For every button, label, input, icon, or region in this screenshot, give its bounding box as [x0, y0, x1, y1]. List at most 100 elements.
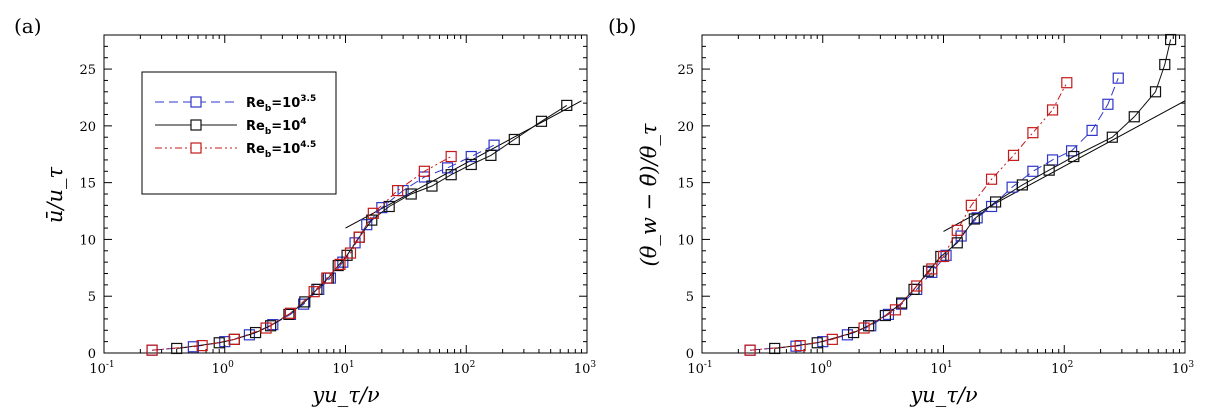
- panel-a-y-tick-label: 20: [79, 120, 96, 135]
- panel-b-y-tick-label: 10: [677, 233, 694, 248]
- panel-b-y-tick-label: 20: [677, 120, 694, 135]
- panel-a-series-1-point: [465, 158, 477, 171]
- panel-b-frame: [701, 34, 1186, 354]
- panel-b-marks: [744, 33, 1186, 356]
- panel-a-series-1-point: [332, 259, 344, 272]
- panel-b-series-1-point: [769, 342, 781, 355]
- panel-a-y-tick-label: 25: [79, 63, 96, 78]
- panel-b-x-tick-label: 101: [930, 360, 952, 377]
- panel-b-series-1-point: [1106, 131, 1118, 143]
- panel-a-x-tick-label: 100: [212, 360, 235, 377]
- panel-b-y-title: (θ_w − θ̄)/θ_τ: [637, 123, 661, 266]
- panel-a-series-1-point: [561, 99, 573, 112]
- panel-b-series-1-point: [968, 213, 980, 225]
- panel-a-series-1-point: [341, 249, 353, 261]
- panel-a-series-2-point: [228, 333, 240, 345]
- panel-b-series-2-point: [1027, 127, 1039, 139]
- panel-b-label: (b): [608, 14, 636, 38]
- legend-label-1: Reb=104: [246, 117, 307, 137]
- panel-a-label: (a): [14, 14, 42, 38]
- panel-a-x-tick-label: 10-1: [89, 360, 114, 377]
- panel-a-x-title: yu_τ/ν: [311, 383, 380, 407]
- panel-a-x-tick-label: 103: [574, 360, 597, 377]
- panel-a-series-0-point: [418, 171, 430, 183]
- panel-a-series-2-point: [334, 258, 346, 271]
- panel-b-x-tick-label: 100: [810, 360, 833, 377]
- panel-a-series-2-point: [260, 322, 272, 334]
- panel-b-series-0-point: [1086, 124, 1098, 137]
- panel-b-series-2-point: [1046, 104, 1059, 116]
- panel-b-series-line-0: [750, 78, 1119, 351]
- panel-a-series-1-point: [445, 169, 457, 181]
- panel-b-series-2-point: [889, 304, 902, 316]
- panel-a-series-2-point: [344, 247, 357, 259]
- panel-a-series-0-point: [243, 329, 255, 341]
- panel-b-series-2-point: [1061, 77, 1073, 89]
- panel-b-series-2-point: [794, 340, 806, 352]
- panel-a-series-2-point: [321, 272, 333, 284]
- panel-b-series-line-1: [774, 39, 1172, 349]
- panel-b-series-2-point: [858, 322, 870, 334]
- panel-b-series-0-point: [955, 230, 967, 242]
- panel-a-series-1-point: [366, 214, 378, 226]
- panel-b-y-tick-label: 15: [677, 177, 694, 192]
- panel-b-series-0-point: [1065, 145, 1078, 157]
- panel-b-series-2-point: [1007, 149, 1020, 161]
- panel-a-series-0-point: [441, 162, 454, 174]
- panel-b-log-law-line: [943, 100, 1186, 232]
- legend-marker-0: [190, 96, 202, 108]
- panel-a-y-tick-label: 10: [79, 233, 96, 248]
- panel-b-series-1-point: [951, 237, 963, 249]
- panel-b-series-0-point: [1102, 98, 1114, 110]
- panel-a-series-1-point: [299, 296, 311, 308]
- panel-b-series-1-point: [1043, 164, 1055, 176]
- panel-a-y-tick-label: 15: [79, 177, 96, 192]
- panel-b-y-tick-label: 0: [686, 347, 694, 362]
- panel-a-y-tick-label: 0: [88, 347, 96, 362]
- panel-b-series-1-point: [1165, 33, 1177, 46]
- panel-b-ticks: 10-1 100 101 102 103 0 5 10 15 20 25: [677, 34, 1194, 377]
- panel-b-series-1-point: [1016, 179, 1028, 191]
- panel-b-series-2-point: [926, 263, 938, 275]
- panel-a-series-1-point: [171, 342, 183, 355]
- legend: Reb=103.5 Reb=104 Reb=104.5: [141, 71, 337, 195]
- legend-marker-2: [190, 142, 202, 154]
- panel-b-series-0-point: [841, 329, 853, 341]
- panel-a-series-1-point: [383, 200, 395, 213]
- panel-b-series-1-point: [1149, 86, 1162, 98]
- panel-a-series-2-point: [196, 340, 208, 352]
- panel-b-series-0-point: [971, 212, 983, 224]
- panel-a-series-2-point: [367, 207, 379, 219]
- panel-b-series-1-point: [1068, 150, 1080, 163]
- panel-b-series-line-2: [750, 82, 1068, 351]
- panel-b-series-0-point: [1112, 72, 1124, 84]
- legend-label-2: Reb=104.5: [246, 140, 316, 160]
- panel-b-x-title: yu_τ/ν: [909, 383, 978, 407]
- panel-a-series-line-0: [152, 144, 495, 351]
- panel-b: (b) 10-1 100 101 102 103 0 5 10 15 20 25 yu_τ/ν (θ…: [608, 14, 1194, 407]
- panel-b-series-0-point: [1027, 165, 1039, 177]
- panel-a-y-title: ū/u_τ: [43, 167, 67, 224]
- panel-b-x-tick-label: 102: [1051, 360, 1073, 377]
- panel-b-y-tick-label: 5: [686, 290, 694, 305]
- panel-a-series-line-2: [152, 156, 452, 351]
- panel-a-series-1-point: [405, 188, 417, 200]
- panel-a-series-1-point: [485, 149, 497, 161]
- panel-b-series-1-point: [908, 283, 920, 295]
- panel-b-series-1-point: [989, 196, 1002, 208]
- panel-a-series-2-point: [445, 150, 457, 163]
- panel-a-log-law-line: [345, 100, 582, 229]
- panel-a-series-1-point: [311, 283, 323, 295]
- panel-a-series-2-point: [308, 286, 320, 298]
- panel-b-series-2-point: [985, 173, 998, 185]
- panel-b-x-tick-label: 10-1: [687, 360, 712, 377]
- panel-b-series-1-point: [1159, 58, 1171, 71]
- panel-a-series-line-1: [176, 104, 568, 349]
- panel-a-series-2-point: [284, 307, 297, 319]
- legend-label-0: Reb=103.5: [246, 94, 316, 114]
- panel-b-series-2-point: [937, 250, 950, 263]
- panel-b-y-tick-label: 25: [677, 63, 694, 78]
- panel-a-series-2-point: [391, 184, 404, 197]
- panel-a-series-2-point: [353, 231, 365, 243]
